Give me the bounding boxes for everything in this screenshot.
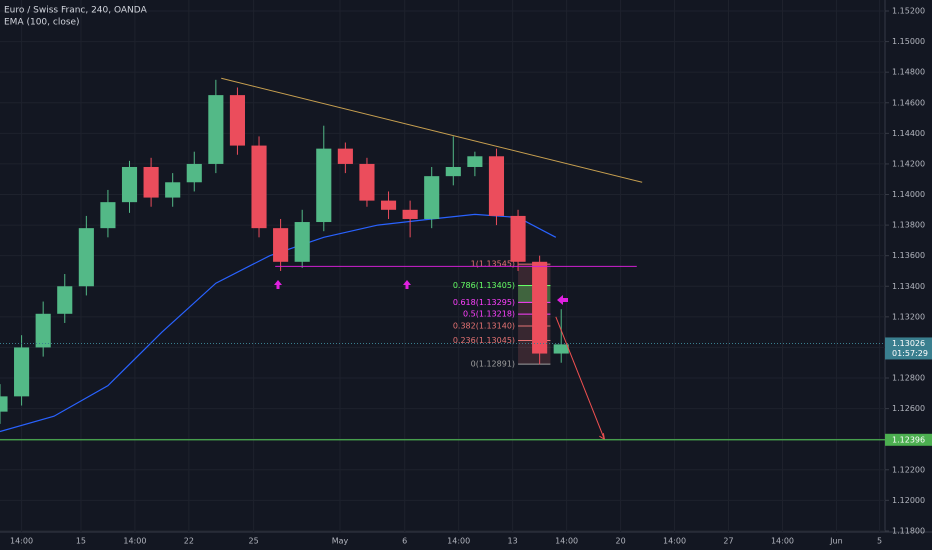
candle-body bbox=[251, 145, 267, 229]
up-arrow bbox=[403, 280, 411, 289]
candle-body bbox=[294, 222, 310, 262]
x-tick-label: 6 bbox=[402, 537, 407, 546]
candle-body bbox=[229, 95, 245, 146]
x-tick-label: 13 bbox=[508, 537, 518, 546]
candle-body bbox=[380, 200, 397, 210]
candle-body bbox=[273, 228, 289, 262]
candle-body bbox=[165, 182, 181, 198]
x-tick-label: 14:00 bbox=[447, 537, 470, 546]
up-arrow bbox=[274, 280, 282, 289]
y-tick-label: 1.13600 bbox=[892, 251, 925, 260]
candle-body bbox=[14, 347, 30, 397]
x-tick-label: 14:00 bbox=[555, 537, 578, 546]
candle-body bbox=[121, 166, 138, 203]
y-tick-label: 1.12000 bbox=[892, 496, 925, 505]
y-tick-label: 1.13800 bbox=[892, 221, 925, 230]
fib-label: 1(1.13545) bbox=[471, 260, 515, 269]
chart-title: Euro / Swiss Franc, 240, OANDA bbox=[4, 6, 148, 16]
x-tick-label: 22 bbox=[184, 537, 194, 546]
trend-line bbox=[555, 316, 605, 440]
y-tick-label: 1.14400 bbox=[892, 129, 925, 138]
candle-body bbox=[78, 228, 94, 287]
candle-body bbox=[488, 156, 505, 216]
y-tick-label: 1.15200 bbox=[892, 7, 925, 16]
x-tick-label: 14:00 bbox=[771, 537, 794, 546]
y-tick-label: 1.12800 bbox=[892, 374, 925, 383]
candle-body bbox=[553, 344, 569, 354]
candle-body bbox=[0, 396, 8, 412]
candle-body bbox=[57, 286, 73, 314]
candle-body bbox=[208, 95, 224, 164]
candle-body bbox=[402, 209, 418, 219]
candle-body bbox=[532, 261, 548, 354]
candle-body bbox=[510, 215, 526, 262]
x-tick-label: 5 bbox=[877, 537, 882, 546]
y-tick-label: 1.13200 bbox=[892, 312, 925, 321]
fib-label: 0.382(1.13140) bbox=[453, 322, 515, 331]
y-tick-label: 1.11800 bbox=[892, 526, 925, 535]
candle-body bbox=[445, 166, 461, 177]
trend-line bbox=[221, 77, 643, 183]
countdown: 01:57:29 bbox=[892, 349, 928, 358]
candle-body bbox=[337, 148, 353, 164]
grid bbox=[0, 0, 885, 532]
y-tick-label: 1.14200 bbox=[892, 159, 925, 168]
y-tick-label: 1.14600 bbox=[892, 98, 925, 107]
fib-label: 0(1.12891) bbox=[471, 360, 515, 369]
price-label-box bbox=[885, 337, 932, 360]
candle-body bbox=[467, 156, 483, 167]
y-tick-label: 1.14800 bbox=[892, 68, 925, 77]
x-tick-label: Jun bbox=[829, 537, 843, 546]
candle-body bbox=[359, 163, 375, 201]
y-tick-label: 1.15000 bbox=[892, 37, 925, 46]
x-tick-label: 27 bbox=[723, 537, 733, 546]
x-tick-label: 20 bbox=[615, 537, 625, 546]
x-tick-label: 14:00 bbox=[663, 537, 686, 546]
fib-label: 0.5(1.13218) bbox=[463, 310, 515, 319]
fib-label: 0.236(1.13045) bbox=[453, 336, 515, 345]
x-tick-label: 15 bbox=[76, 537, 86, 546]
left-arrow bbox=[557, 295, 568, 305]
y-tick-label: 1.12200 bbox=[892, 465, 925, 474]
y-tick-label: 1.14000 bbox=[892, 190, 925, 199]
x-tick-label: May bbox=[332, 537, 349, 546]
x-tick-label: 25 bbox=[249, 537, 259, 546]
fib-label: 0.618(1.13295) bbox=[453, 298, 515, 307]
plot: 1(1.13545) 0.786(1.13405) 0.618(1.13295) 0.… bbox=[0, 77, 885, 441]
arrow-head bbox=[599, 433, 606, 441]
candle-body bbox=[35, 313, 51, 348]
y-tick-label: 1.13400 bbox=[892, 282, 925, 291]
candle-body bbox=[143, 166, 159, 198]
x-tick-label: 14:00 bbox=[123, 537, 146, 546]
price-label-box bbox=[885, 433, 932, 446]
fib-label: 0.786(1.13405) bbox=[453, 281, 515, 290]
candle-body bbox=[316, 148, 332, 223]
candle-body bbox=[100, 202, 116, 229]
price-label: 1.13026 bbox=[892, 339, 925, 348]
price-label: 1.12396 bbox=[892, 435, 925, 444]
indicator-label: EMA (100, close) bbox=[4, 18, 80, 28]
x-tick-label: 14:00 bbox=[10, 537, 33, 546]
candle-body bbox=[424, 176, 440, 219]
y-tick-label: 1.12600 bbox=[892, 404, 925, 413]
candle-body bbox=[186, 163, 202, 183]
